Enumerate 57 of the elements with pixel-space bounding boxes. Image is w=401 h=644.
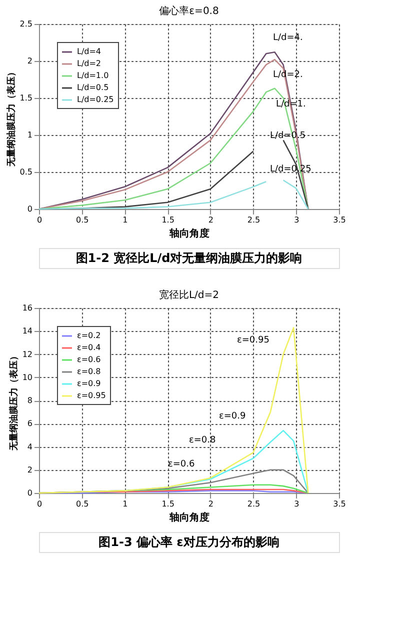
x-tick-label: 2	[208, 216, 214, 224]
y-tick-label: 2	[27, 56, 32, 66]
y-tick-label: 14	[22, 326, 32, 336]
x-tick-label: 1	[122, 216, 128, 224]
legend-label: ε=0.8	[77, 367, 101, 376]
y-tick-label: 10	[22, 372, 32, 382]
y-tick-label: 1.5	[20, 94, 32, 102]
y-tick-label: 8	[27, 396, 32, 405]
annotation: L/d=0.5	[270, 131, 306, 141]
x-tick-label: 1	[122, 500, 128, 508]
legend-label: L/d=1.0	[77, 71, 109, 80]
x-tick-label: 3	[294, 500, 300, 508]
caption: 图1-3 偏心率 ε对压力分布的影响	[98, 535, 280, 549]
y-axis-title: 无量纲油膜压力（表压）	[8, 352, 20, 452]
annotation: ε=0.8	[189, 435, 216, 446]
y-axis-title: 无量纲油膜压力（表压）	[6, 68, 17, 168]
annotation: L/d=4.	[273, 32, 303, 43]
legend-label: ε=0.4	[77, 343, 101, 352]
x-axis-title: 轴向角度	[168, 512, 210, 524]
y-tick-label: 2.5	[20, 20, 32, 28]
legend-label: ε=0.6	[77, 355, 101, 364]
x-tick-label: 3.5	[333, 216, 346, 224]
annotation: ε=0.9	[219, 411, 246, 422]
x-tick-label: 3.5	[333, 500, 346, 508]
legend-label: L/d=0.25	[77, 95, 114, 104]
x-tick-label: 1.5	[162, 500, 174, 508]
legend-label: ε=0.9	[77, 379, 101, 388]
x-tick-label: 0	[36, 500, 42, 508]
x-tick-label: 0	[36, 216, 42, 224]
chart-title: 宽径比L/d=2	[158, 289, 220, 301]
x-tick-label: 2.5	[247, 216, 260, 224]
x-tick-label: 1.5	[162, 216, 174, 224]
y-tick-label: 0	[27, 204, 32, 214]
y-tick-label: 6	[27, 419, 32, 428]
x-tick-label: 2.5	[247, 500, 260, 508]
legend-label: L/d=4	[77, 47, 102, 56]
y-tick-label: 0.5	[20, 168, 32, 176]
chart-title: 偏心率ε=0.8	[159, 5, 219, 17]
y-tick-label: 16	[22, 304, 32, 312]
legend-label: ε=0.95	[77, 391, 106, 400]
y-tick-label: 4	[27, 442, 32, 452]
x-tick-label: 0.5	[76, 216, 89, 224]
caption: 图1-2 宽径比L/d对无量纲油膜压力的影响	[76, 251, 302, 265]
y-tick-label: 1	[27, 130, 32, 140]
y-tick-label: 0	[27, 488, 32, 498]
line-series	[38, 327, 309, 494]
annotation: ε=0.6	[168, 459, 195, 470]
legend-label: L/d=0.5	[77, 83, 109, 92]
x-axis-title: 轴向角度	[168, 228, 210, 240]
annotation: ε=0.95	[237, 335, 270, 346]
legend-label: ε=0.2	[77, 331, 101, 340]
y-tick-label: 12	[22, 350, 32, 359]
x-tick-label: 3	[294, 216, 300, 224]
x-tick-label: 0.5	[76, 500, 89, 508]
y-tick-label: 2	[27, 465, 32, 474]
x-tick-label: 2	[208, 500, 214, 508]
legend-label: L/d=2	[77, 59, 102, 68]
